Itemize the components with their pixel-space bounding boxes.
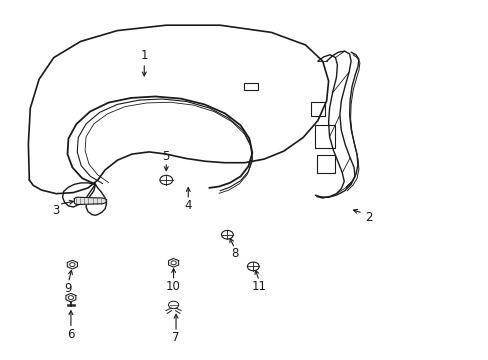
Circle shape <box>247 262 259 271</box>
Circle shape <box>70 263 75 266</box>
Text: 9: 9 <box>64 282 72 294</box>
Bar <box>315 125 334 148</box>
Polygon shape <box>168 258 178 267</box>
Text: 10: 10 <box>166 280 181 293</box>
Text: 1: 1 <box>140 49 148 62</box>
Polygon shape <box>66 293 76 302</box>
Text: 11: 11 <box>251 280 266 293</box>
Circle shape <box>68 296 73 300</box>
Bar <box>244 83 258 90</box>
Text: 2: 2 <box>365 211 372 224</box>
Circle shape <box>168 301 178 309</box>
Polygon shape <box>74 197 106 204</box>
Text: 4: 4 <box>184 199 192 212</box>
Text: 5: 5 <box>162 150 170 163</box>
Bar <box>316 155 335 173</box>
Circle shape <box>171 261 176 265</box>
Text: 7: 7 <box>172 331 180 344</box>
Bar <box>310 102 324 116</box>
Text: 3: 3 <box>52 204 60 217</box>
Circle shape <box>221 230 233 239</box>
Circle shape <box>160 175 172 185</box>
Text: 6: 6 <box>67 328 75 341</box>
Polygon shape <box>67 260 77 269</box>
Text: 8: 8 <box>230 247 238 260</box>
